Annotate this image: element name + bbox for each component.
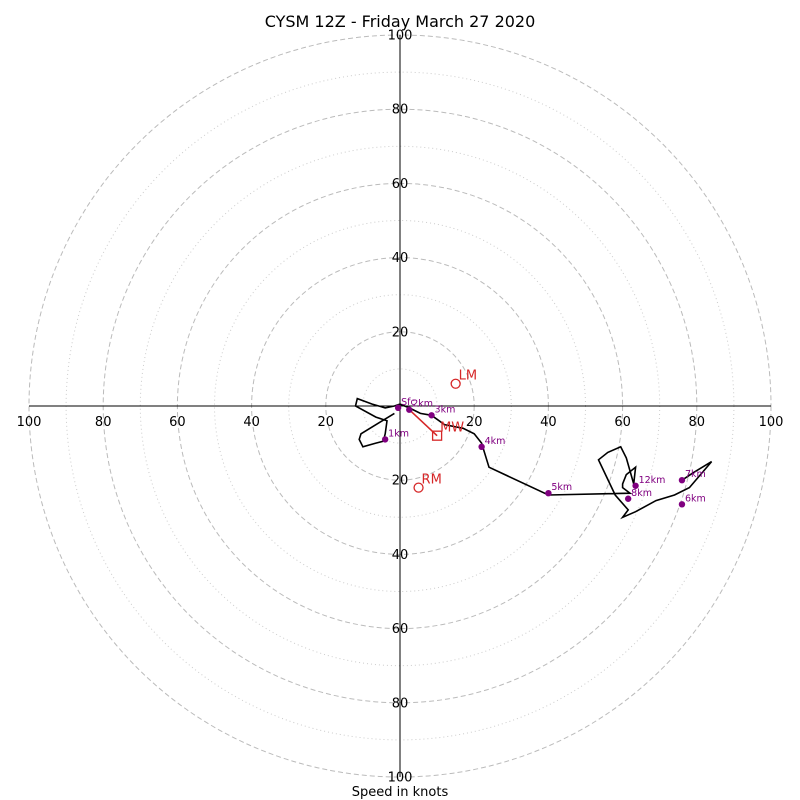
- x-tick-label: 60: [169, 415, 186, 430]
- y-tick-label: 60: [392, 622, 409, 637]
- wind-trace-line: [354, 397, 713, 520]
- x-tick-label: 100: [759, 415, 784, 430]
- height-marker-label: Sfc: [401, 397, 416, 408]
- y-tick-label: 80: [392, 103, 409, 118]
- height-marker-2km: [406, 406, 413, 413]
- height-marker-label: 3km: [435, 404, 456, 415]
- height-marker-label: 2km: [412, 399, 433, 410]
- height-marker-1km: [381, 436, 389, 443]
- x-tick-label: 80: [689, 415, 706, 430]
- height-marker-label: 6km: [685, 493, 706, 504]
- y-tick-label: 20: [392, 325, 409, 340]
- height-marker-label: 4km: [485, 436, 506, 447]
- storm-motion-label: MW: [440, 421, 464, 436]
- height-marker-label: 7km: [685, 469, 706, 480]
- x-tick-label: 100: [17, 415, 42, 430]
- height-marker-label: 5km: [551, 482, 572, 493]
- y-tick-label: 40: [392, 251, 409, 266]
- y-tick-label: 100: [388, 29, 413, 44]
- y-tick-label: 100: [388, 771, 413, 786]
- x-axis-label: Speed in knots: [352, 785, 449, 800]
- x-tick-label: 80: [95, 415, 112, 430]
- storm-motion-marker-lm: [450, 378, 461, 389]
- y-tick-label: 60: [392, 177, 409, 192]
- height-marker-5km: [545, 489, 552, 497]
- height-marker-3km: [428, 412, 435, 419]
- y-tick-label: 80: [392, 696, 409, 711]
- x-tick-label: 40: [540, 415, 557, 430]
- x-tick-label: 20: [466, 415, 483, 430]
- x-tick-label: 40: [243, 415, 260, 430]
- chart-title: CYSM 12Z - Friday March 27 2020: [265, 12, 536, 31]
- tick-labels: 100 80 60 40 20 20 40 60 80 100 100 80 60 40 20 20 40 60 8…: [17, 29, 784, 786]
- hodograph-trace: [354, 397, 713, 520]
- x-tick-label: 60: [614, 415, 631, 430]
- storm-motion-markers: LM RM MW: [408, 369, 477, 493]
- height-marker-label: 12km: [639, 475, 666, 486]
- height-marker-label: 1km: [388, 428, 409, 439]
- storm-motion-marker-mw: [431, 430, 443, 441]
- height-marker-8km: [624, 495, 632, 502]
- y-tick-label: 20: [392, 474, 409, 489]
- y-tick-label: 40: [392, 548, 409, 563]
- storm-motion-label: LM: [459, 369, 477, 384]
- storm-motion-marker-rm: [413, 482, 424, 493]
- height-marker-label: 8km: [631, 488, 652, 499]
- height-marker-4km: [478, 443, 485, 451]
- height-marker-6km: [678, 501, 686, 508]
- storm-motion-label: RM: [422, 473, 442, 488]
- height-marker-7km: [678, 477, 686, 484]
- height-marker-12km: [632, 482, 639, 489]
- x-tick-label: 20: [318, 415, 335, 430]
- height-marker-sfc: [394, 404, 402, 412]
